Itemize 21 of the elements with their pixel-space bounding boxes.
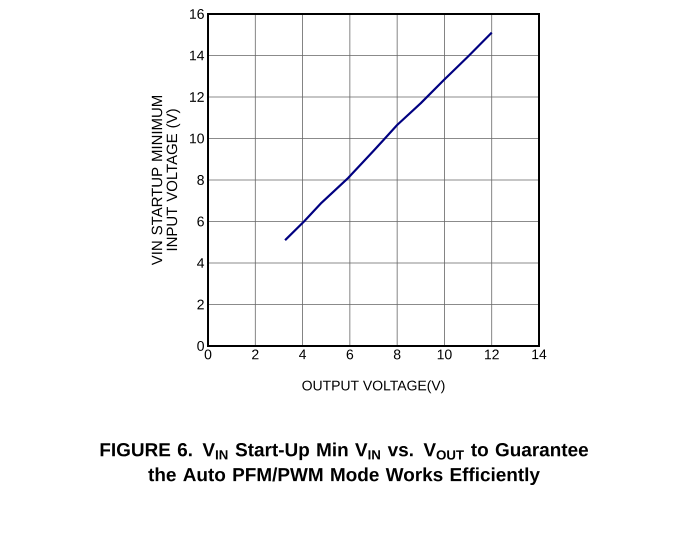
x-tick-label: 12 (485, 349, 499, 360)
x-axis-title: OUTPUT VOLTAGE(V) (302, 380, 444, 394)
y-tick-label: 8 (197, 175, 204, 185)
y-tick-label: 16 (190, 9, 204, 19)
x-tick-label: 8 (394, 349, 400, 360)
x-tick-label: 2 (252, 349, 258, 360)
y-tick-label: 2 (197, 300, 204, 310)
line-series (284, 32, 493, 242)
y-tick-label: 4 (197, 258, 204, 268)
x-tick-label: 0 (204, 349, 212, 360)
x-tick-label: 4 (299, 350, 306, 360)
y-tick-label: 10 (190, 134, 204, 144)
y-tick-label: 12 (190, 92, 204, 102)
y-tick-label: 0 (197, 341, 204, 351)
text: FIGURE 6. V$_{IN}$ Start-Up Min V$_{IN}$ vs. V$_{OUT}$ to Guarantee the Auto PFM/PWM Mode Works Efficiently (100, 442, 588, 486)
y-tick-label: 6 (197, 216, 204, 226)
y-tick-label: 14 (190, 50, 204, 60)
x-tick-label: 10 (438, 349, 452, 360)
x-tick-label: 14 (532, 350, 546, 360)
y-axis-title: VIN STARTUP MINIMUM INPUT VOLTAGE (V) (152, 96, 180, 266)
x-tick-label: 6 (346, 349, 354, 360)
